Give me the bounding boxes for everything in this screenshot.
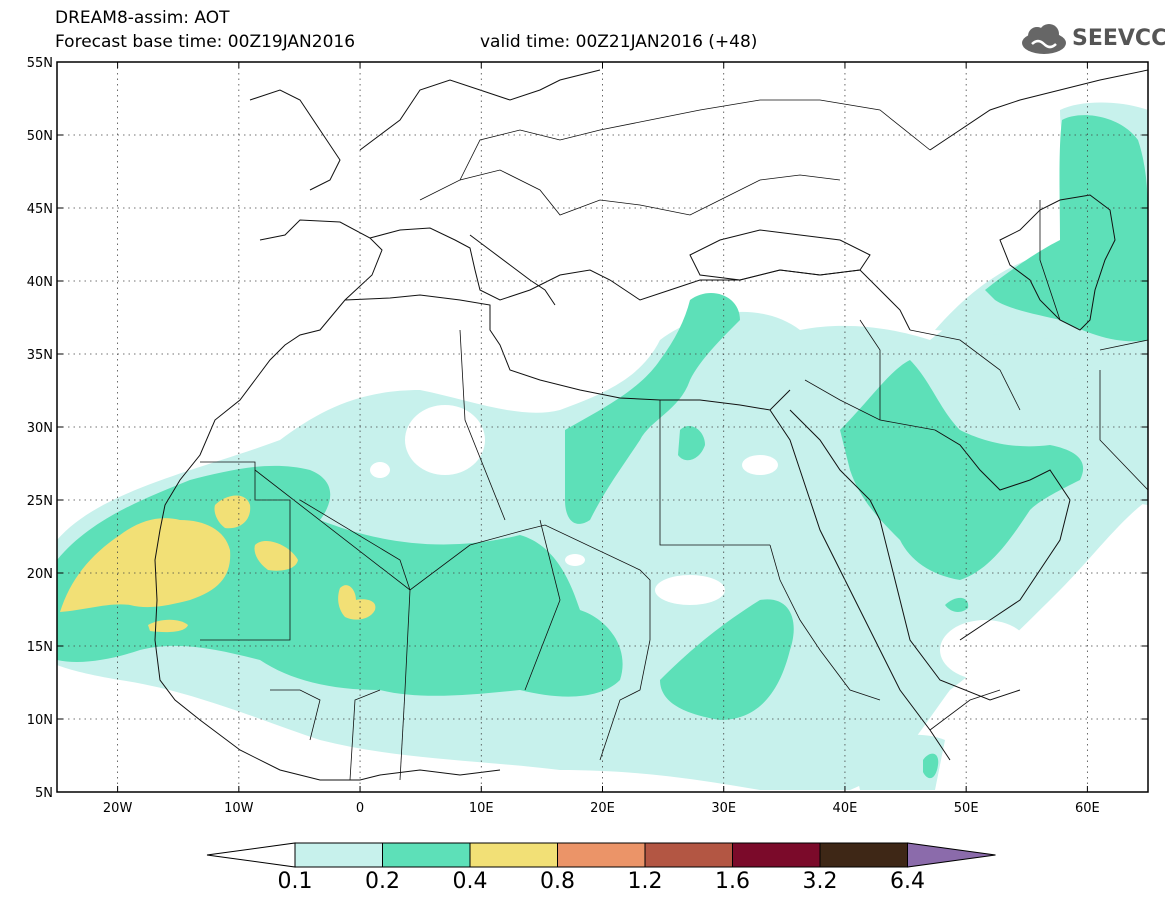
- map-panel: [57, 62, 1148, 792]
- lat-label: 55N: [27, 56, 53, 71]
- aot-band-0.4: [60, 495, 376, 633]
- colorbar-label: 1.2: [627, 869, 663, 894]
- colorbar-segment: [644, 842, 733, 868]
- lon-label: 50E: [954, 801, 979, 816]
- lat-label: 5N: [35, 786, 53, 801]
- latitude-ticks: [57, 61, 1148, 793]
- colorbar-segment: [819, 842, 908, 868]
- aot-clear-areas: [370, 405, 1030, 680]
- lon-label: 30E: [711, 801, 736, 816]
- lon-label: 40E: [833, 801, 858, 816]
- lat-label: 35N: [27, 348, 53, 363]
- colorbar-segment: [469, 842, 558, 868]
- coastlines: [154, 69, 1148, 781]
- lon-label: 10W: [224, 801, 254, 816]
- logo-text: SEEVCCC: [1072, 26, 1165, 51]
- colorbar-label: 0.8: [540, 869, 575, 894]
- colorbar-under-arrow: [206, 842, 296, 868]
- colorbar-label: 0.4: [452, 869, 488, 894]
- lon-label: 20E: [590, 801, 615, 816]
- seevccc-logo: SEEVCCC: [1018, 22, 1165, 58]
- colorbar: [206, 842, 996, 868]
- grid-lines: [57, 62, 1148, 792]
- cloud-icon: [1022, 24, 1066, 54]
- lat-label: 15N: [27, 640, 53, 655]
- lon-label: 0: [356, 801, 364, 816]
- longitude-ticks: [117, 62, 1088, 792]
- valid-time: valid time: 00Z21JAN2016 (+48): [480, 32, 758, 52]
- lat-label: 45N: [27, 202, 53, 217]
- lat-label: 25N: [27, 494, 53, 509]
- colorbar-segment: [557, 842, 646, 868]
- colorbar-segment: [294, 842, 383, 868]
- colorbar-label: 3.2: [802, 869, 838, 894]
- lat-label: 40N: [27, 275, 53, 290]
- colorbar-segment: [382, 842, 471, 868]
- lat-label: 10N: [27, 713, 53, 728]
- forecast-base-time: Forecast base time: 00Z19JAN2016: [55, 32, 356, 52]
- lat-label: 50N: [27, 129, 53, 144]
- lat-label: 30N: [27, 421, 53, 436]
- country-borders: [200, 99, 1148, 781]
- lon-label: 20W: [103, 801, 133, 816]
- map-title: DREAM8-assim: AOT: [55, 8, 230, 28]
- colorbar-label: 6.4: [890, 869, 925, 894]
- colorbar-label: 0.2: [365, 869, 400, 894]
- lon-label: 60E: [1075, 801, 1100, 816]
- colorbar-segment: [732, 842, 821, 868]
- lon-label: 10E: [469, 801, 494, 816]
- latitude-labels: 55N 50N 45N 40N 35N 30N 25N 20N 15N 10N 5N: [27, 56, 53, 801]
- colorbar-label: 1.6: [715, 869, 750, 894]
- longitude-labels: 20W 10W 0 10E 20E 30E 40E 50E 60E: [103, 801, 1100, 816]
- colorbar-over-arrow: [907, 842, 996, 868]
- lat-label: 20N: [27, 567, 53, 582]
- colorbar-label: 0.1: [277, 869, 313, 894]
